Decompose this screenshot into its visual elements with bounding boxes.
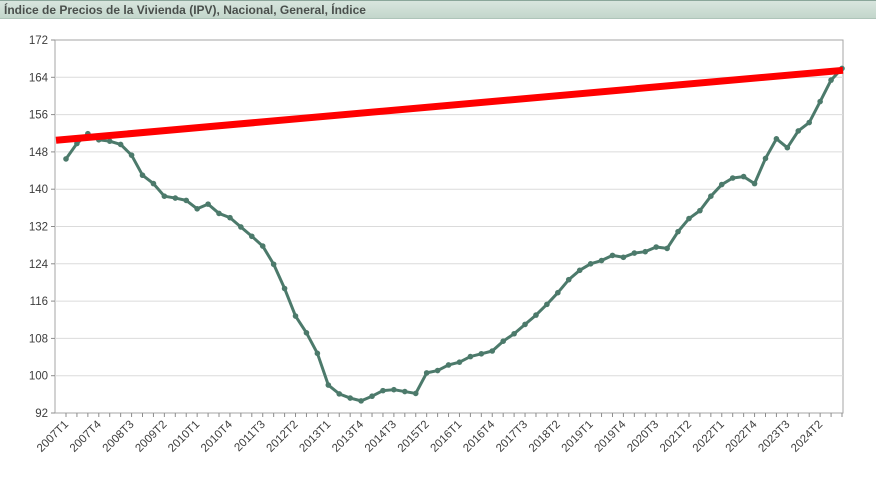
svg-text:2020T3: 2020T3 <box>625 419 661 455</box>
svg-text:92: 92 <box>35 408 48 420</box>
svg-text:2010T1: 2010T1 <box>166 419 202 455</box>
svg-text:2019T4: 2019T4 <box>592 418 628 454</box>
svg-text:2008T3: 2008T3 <box>101 419 137 455</box>
svg-text:2018T2: 2018T2 <box>527 419 563 455</box>
chart-title: Índice de Precios de la Vivienda (IPV), … <box>4 2 366 17</box>
svg-text:2010T4: 2010T4 <box>199 418 235 454</box>
svg-text:148: 148 <box>29 147 48 159</box>
svg-text:2009T2: 2009T2 <box>133 419 169 455</box>
svg-text:108: 108 <box>29 333 48 345</box>
svg-text:2019T1: 2019T1 <box>560 419 596 455</box>
svg-text:2021T2: 2021T2 <box>658 419 694 455</box>
svg-text:2023T3: 2023T3 <box>756 419 792 455</box>
svg-text:2013T4: 2013T4 <box>330 418 366 454</box>
svg-text:2007T4: 2007T4 <box>68 418 104 454</box>
svg-text:2015T2: 2015T2 <box>396 419 432 455</box>
svg-text:124: 124 <box>29 259 49 271</box>
svg-text:2022T4: 2022T4 <box>724 418 760 454</box>
svg-text:132: 132 <box>29 222 48 234</box>
svg-text:172: 172 <box>29 35 48 47</box>
svg-text:164: 164 <box>29 72 49 84</box>
svg-text:2011T3: 2011T3 <box>232 419 267 454</box>
svg-text:100: 100 <box>29 371 48 383</box>
svg-text:2014T3: 2014T3 <box>363 419 399 455</box>
svg-text:2024T2: 2024T2 <box>789 419 825 455</box>
svg-text:2017T3: 2017T3 <box>494 419 530 455</box>
svg-text:140: 140 <box>29 184 48 196</box>
svg-text:2007T1: 2007T1 <box>35 419 71 455</box>
svg-text:2013T1: 2013T1 <box>297 419 333 455</box>
svg-text:156: 156 <box>29 110 48 122</box>
svg-text:2016T4: 2016T4 <box>461 418 497 454</box>
svg-text:116: 116 <box>30 296 48 308</box>
svg-text:2012T2: 2012T2 <box>265 419 301 455</box>
chart-title-bar: Índice de Precios de la Vivienda (IPV), … <box>0 0 876 19</box>
svg-text:2022T1: 2022T1 <box>691 419 727 455</box>
svg-text:2016T1: 2016T1 <box>429 419 465 455</box>
